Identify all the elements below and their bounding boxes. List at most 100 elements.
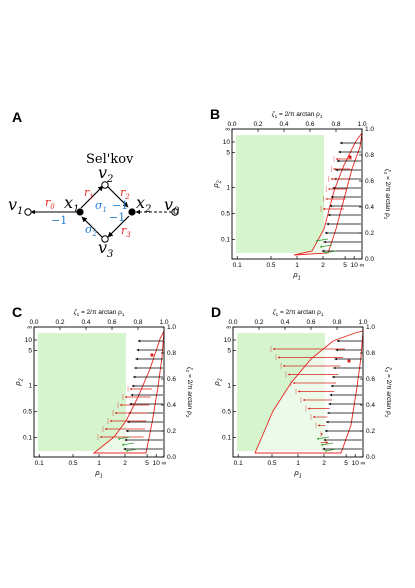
tick-label-left: 5 — [28, 347, 32, 354]
tick-label-right: 0.6 — [365, 178, 374, 185]
tick-label-left: ∞ — [225, 126, 230, 133]
tick-label-bottom: 5 — [145, 460, 149, 467]
tick-label-right: 0.8 — [365, 152, 374, 159]
tick-label-left: 1 — [227, 383, 231, 390]
stoich-1: −1 — [51, 214, 67, 227]
node-v3 — [101, 235, 109, 243]
tick-label-right: 0.6 — [366, 376, 375, 383]
tick-label-left: 1 — [226, 185, 230, 192]
fixed-point — [348, 155, 352, 159]
tick-label-right: 0.0 — [167, 454, 176, 461]
tick-label-top: 0.2 — [55, 319, 64, 326]
tick-label-bottom: ∞ — [162, 460, 167, 467]
axis-label-bottom: ρ1 — [293, 468, 301, 479]
tick-label-top: 0.6 — [107, 319, 116, 326]
tick-label-bottom: 2 — [322, 460, 326, 467]
tick-label-right: 0.4 — [365, 204, 374, 211]
tick-label-bottom: 1 — [97, 460, 101, 467]
tick-label-right: 1.0 — [167, 324, 176, 331]
tick-label-right: 0.6 — [167, 376, 176, 383]
tick-label-left: 0.1 — [222, 435, 231, 442]
tick-label-top: 0.8 — [331, 121, 340, 128]
flow-arrow-green — [117, 436, 131, 440]
axis-label-right: ζ2 = 2/π arctan ρ2 — [383, 169, 391, 220]
tick-label-right: 0.0 — [365, 256, 374, 263]
axis-label-right: ζ2 = 2/π arctan ρ2 — [384, 367, 392, 418]
tick-label-left: 0.5 — [222, 409, 231, 416]
panel-d: D 0.0 0.2 0.4 0.6 0.8 1.0 0.0 0.2 0.4 0.6 0.8 1.0 0.1… — [211, 304, 392, 479]
tick-label-bottom: ∞ — [361, 460, 366, 467]
tick-label-right: 0.2 — [365, 230, 374, 237]
rate-r2: r2 — [120, 186, 130, 201]
node-v0 — [171, 208, 179, 216]
tick-label-top: 1.0 — [159, 319, 168, 326]
tick-label-bottom: 0.1 — [233, 262, 242, 269]
reachable-region — [92, 330, 165, 454]
node-x1 — [76, 208, 84, 216]
label-v2: v2 — [98, 163, 113, 185]
edge-v3-x1 — [81, 216, 104, 239]
flow-arrow-green — [315, 238, 329, 242]
label-x2: x2 — [136, 193, 151, 215]
axis-label-bottom: ρ1 — [94, 468, 102, 479]
axis-label-top: ζ1 = 2/π arctan ρ1 — [272, 111, 323, 119]
tick-label-left: 0.5 — [23, 409, 32, 416]
tick-label-top: 0.8 — [133, 319, 142, 326]
flow-arrow-green — [125, 448, 139, 452]
node-v1 — [24, 208, 32, 216]
tick-label-top: 1.0 — [358, 319, 367, 326]
rate-r0: r0 — [45, 196, 55, 211]
tick-label-top: 0.2 — [254, 319, 263, 326]
tick-label-right: 0.4 — [167, 402, 176, 409]
axis-label-top: ζ1 = 2/π arctan ρ1 — [74, 309, 125, 317]
flow-arrow-green — [121, 442, 135, 446]
tick-label-top: 0.2 — [253, 121, 262, 128]
tick-label-bottom: 2 — [123, 460, 127, 467]
panel-label-d: D — [211, 304, 221, 320]
stoich-2: −1 — [112, 199, 128, 212]
tick-label-left: ∞ — [226, 324, 231, 331]
rate-r1: r1 — [84, 186, 94, 201]
tick-label-right: 0.2 — [167, 428, 176, 435]
tick-label-bottom: 1 — [295, 262, 299, 269]
tick-label-bottom: 0.5 — [266, 262, 275, 269]
tick-label-bottom: 10 — [153, 460, 161, 467]
tick-label-top: 0.6 — [305, 121, 314, 128]
tick-label-top: 0.0 — [228, 319, 237, 326]
flow-arrow-green — [319, 244, 333, 248]
tick-label-bottom: 0.1 — [234, 460, 243, 467]
tick-label-top: 0.4 — [81, 319, 90, 326]
tick-label-left: 5 — [226, 149, 230, 156]
sigma-2: σ2 — [85, 223, 98, 238]
tick-label-left: 0.1 — [221, 237, 230, 244]
flow-arrow-green — [324, 448, 338, 452]
axis-label-left: ρ2 — [13, 378, 24, 386]
tick-label-left: 0.5 — [221, 211, 230, 218]
tick-label-right: 1.0 — [365, 126, 374, 133]
panel-label-a: A — [12, 109, 22, 125]
tick-label-left: 5 — [227, 347, 231, 354]
flow-arrow-green — [320, 442, 334, 446]
axis-label-left: ρ2 — [211, 180, 222, 188]
label-v3: v3 — [98, 238, 113, 260]
network-title: Sel'kov — [86, 152, 134, 167]
tick-label-left: 10 — [25, 337, 33, 344]
edge-x1-v2 — [80, 185, 104, 209]
stable-region — [236, 135, 324, 253]
tick-label-top: 0.0 — [227, 121, 236, 128]
node-x2 — [128, 208, 136, 216]
stoich-3: −1 — [109, 211, 125, 224]
panel-a: A Sel'kov v1 x1 v2 x2 v3 v0 r0 r1 r2 r3 … — [8, 109, 180, 260]
tick-label-bottom: 0.5 — [68, 460, 77, 467]
tick-label-left: 10 — [223, 139, 231, 146]
tick-label-right: 1.0 — [366, 324, 375, 331]
tick-label-bottom: 1 — [296, 460, 300, 467]
tick-label-right: 0.2 — [366, 428, 375, 435]
tick-label-left: 10 — [224, 337, 232, 344]
panel-c: C 0.0 0.2 0.4 0.6 0.8 1.0 0.0 0.2 0.4 0.6 0.8 1.0 0.1… — [12, 304, 193, 479]
tick-label-bottom: 0.5 — [267, 460, 276, 467]
reachable-region — [254, 330, 364, 454]
panel-b: B 0.0 0.2 0.4 0.6 0.8 1.0 0.0 0.2 0.4 0.6 0.8 1.0 0.1… — [210, 106, 391, 281]
flow-arrow-green — [323, 250, 337, 254]
